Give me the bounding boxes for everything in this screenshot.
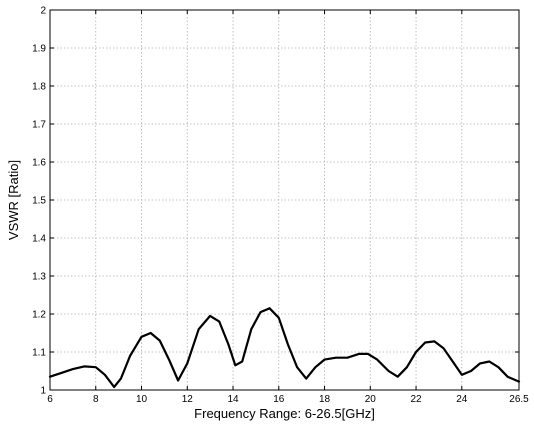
x-tick-label: 12	[182, 394, 194, 405]
y-tick-label: 1.3	[32, 272, 46, 283]
x-axis-label: Frequency Range: 6-26.5[GHz]	[194, 406, 375, 421]
y-tick-label: 1.8	[32, 82, 46, 93]
y-axis-label: VSWR [Ratio]	[6, 160, 21, 240]
x-tick-label: 16	[273, 394, 285, 405]
grid-lines	[50, 10, 519, 390]
x-tick-label: 18	[319, 394, 331, 405]
y-tick-label: 2	[40, 6, 46, 17]
x-tick-label: 22	[410, 394, 422, 405]
x-tick-labels: 6 8 10 12 14 16 18 20 22 24 26.5	[47, 394, 529, 405]
x-tick-label: 10	[136, 394, 148, 405]
y-tick-label: 1.2	[32, 310, 46, 321]
y-tick-label: 1.6	[32, 158, 46, 169]
y-tick-label: 1.9	[32, 44, 46, 55]
y-tick-label: 1	[40, 386, 46, 397]
y-tick-label: 1.5	[32, 196, 46, 207]
y-tick-label: 1.7	[32, 120, 46, 131]
x-tick-label: 8	[93, 394, 99, 405]
y-tick-label: 1.4	[32, 234, 46, 245]
x-tick-label: 6	[47, 394, 53, 405]
y-tick-labels: 1 1.1 1.2 1.3 1.4 1.5 1.6 1.7 1.8 1.9 2	[32, 6, 46, 397]
axis-ticks	[49, 9, 520, 391]
vswr-series-line	[48, 307, 521, 389]
x-tick-label: 20	[365, 394, 377, 405]
x-tick-label: 24	[456, 394, 468, 405]
x-tick-label: 26.5	[509, 394, 529, 405]
y-tick-label: 1.1	[32, 348, 46, 359]
x-tick-label: 14	[227, 394, 239, 405]
